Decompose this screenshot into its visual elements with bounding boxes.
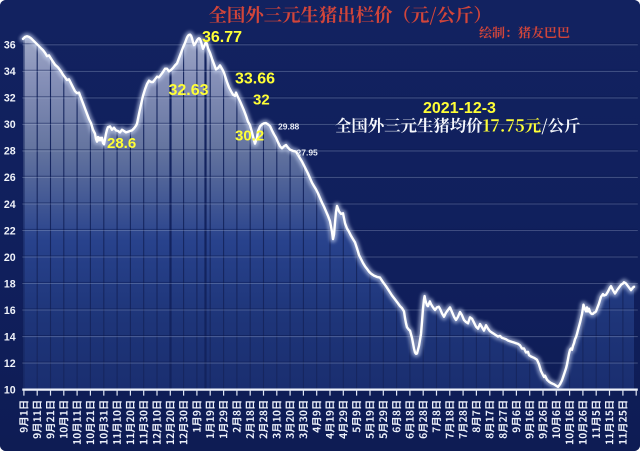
svg-text:28: 28 [4, 146, 16, 158]
svg-text:36.77: 36.77 [202, 29, 242, 46]
svg-text:30.2: 30.2 [235, 127, 264, 144]
svg-text:16: 16 [4, 305, 16, 317]
svg-text:26: 26 [4, 172, 16, 184]
svg-text:33.66: 33.66 [235, 71, 275, 88]
svg-text:32: 32 [4, 93, 16, 105]
svg-text:20: 20 [4, 252, 16, 264]
svg-text:10: 10 [4, 384, 16, 396]
svg-text:22: 22 [4, 225, 16, 237]
svg-text:30: 30 [4, 119, 16, 131]
svg-text:36: 36 [4, 40, 16, 52]
svg-text:29.88: 29.88 [278, 121, 300, 131]
svg-text:27.95: 27.95 [297, 148, 319, 158]
svg-text:32: 32 [253, 91, 270, 108]
svg-text:18: 18 [4, 278, 16, 290]
svg-text:32.63: 32.63 [169, 82, 209, 99]
svg-text:34: 34 [4, 66, 16, 78]
svg-text:12: 12 [4, 358, 16, 370]
svg-text:24: 24 [4, 199, 16, 211]
svg-text:2021-12-3: 2021-12-3 [423, 100, 496, 117]
svg-text:28.6: 28.6 [107, 135, 136, 152]
svg-text:14: 14 [4, 331, 16, 343]
